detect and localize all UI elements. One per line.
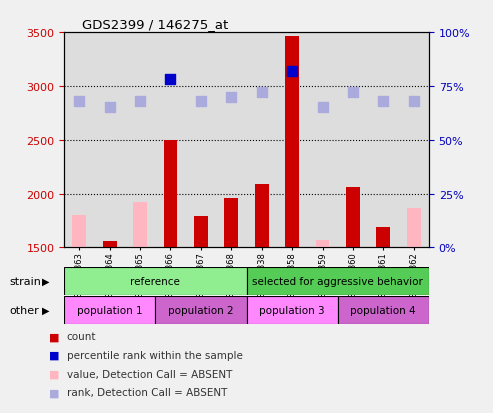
Point [136, 98, 144, 105]
Text: reference: reference [130, 276, 180, 286]
Bar [277, 33, 307, 248]
Bar [133, 203, 147, 248]
Text: strain: strain [10, 276, 42, 286]
Bar [95, 33, 125, 248]
Bar [64, 33, 95, 248]
Text: ■: ■ [49, 387, 60, 397]
Bar [64, 296, 155, 324]
Bar [155, 296, 246, 324]
Bar [377, 228, 390, 248]
Text: value, Detection Call = ABSENT: value, Detection Call = ABSENT [67, 369, 232, 379]
Text: count: count [67, 332, 96, 342]
Text: selected for aggressive behavior: selected for aggressive behavior [252, 276, 423, 286]
Text: ■: ■ [49, 350, 60, 360]
Bar [186, 33, 216, 248]
Bar [338, 33, 368, 248]
Bar [398, 33, 429, 248]
Text: ▶: ▶ [42, 276, 49, 286]
Bar [72, 216, 86, 248]
Point [380, 98, 387, 105]
Point [197, 98, 205, 105]
Point [258, 90, 266, 97]
Bar [407, 208, 421, 248]
Text: percentile rank within the sample: percentile rank within the sample [67, 350, 243, 360]
Text: GDS2399 / 146275_at: GDS2399 / 146275_at [82, 17, 229, 31]
Bar [246, 267, 429, 295]
Bar [316, 240, 329, 248]
Bar [285, 37, 299, 248]
Bar [125, 33, 155, 248]
Bar [368, 33, 398, 248]
Text: population 2: population 2 [168, 305, 234, 315]
Bar [164, 140, 177, 248]
Bar [72, 216, 86, 248]
Text: other: other [10, 305, 39, 315]
Point [288, 69, 296, 75]
Bar [224, 198, 238, 248]
Bar [216, 33, 246, 248]
Bar [307, 33, 338, 248]
Bar [103, 241, 116, 248]
Bar [155, 33, 186, 248]
Text: ■: ■ [49, 369, 60, 379]
Text: ▶: ▶ [42, 305, 49, 315]
Point [167, 77, 175, 83]
Bar [194, 217, 208, 248]
Point [318, 105, 326, 112]
Point [227, 94, 235, 101]
Bar [346, 188, 360, 248]
Bar [338, 296, 429, 324]
Point [75, 98, 83, 105]
Bar [246, 33, 277, 248]
Bar [255, 185, 269, 248]
Bar [64, 267, 246, 295]
Text: rank, Detection Call = ABSENT: rank, Detection Call = ABSENT [67, 387, 227, 397]
Bar [246, 296, 338, 324]
Point [106, 105, 113, 112]
Text: ■: ■ [49, 332, 60, 342]
Point [349, 90, 357, 97]
Point [410, 98, 418, 105]
Text: population 1: population 1 [77, 305, 142, 315]
Text: population 3: population 3 [259, 305, 325, 315]
Text: population 4: population 4 [351, 305, 416, 315]
